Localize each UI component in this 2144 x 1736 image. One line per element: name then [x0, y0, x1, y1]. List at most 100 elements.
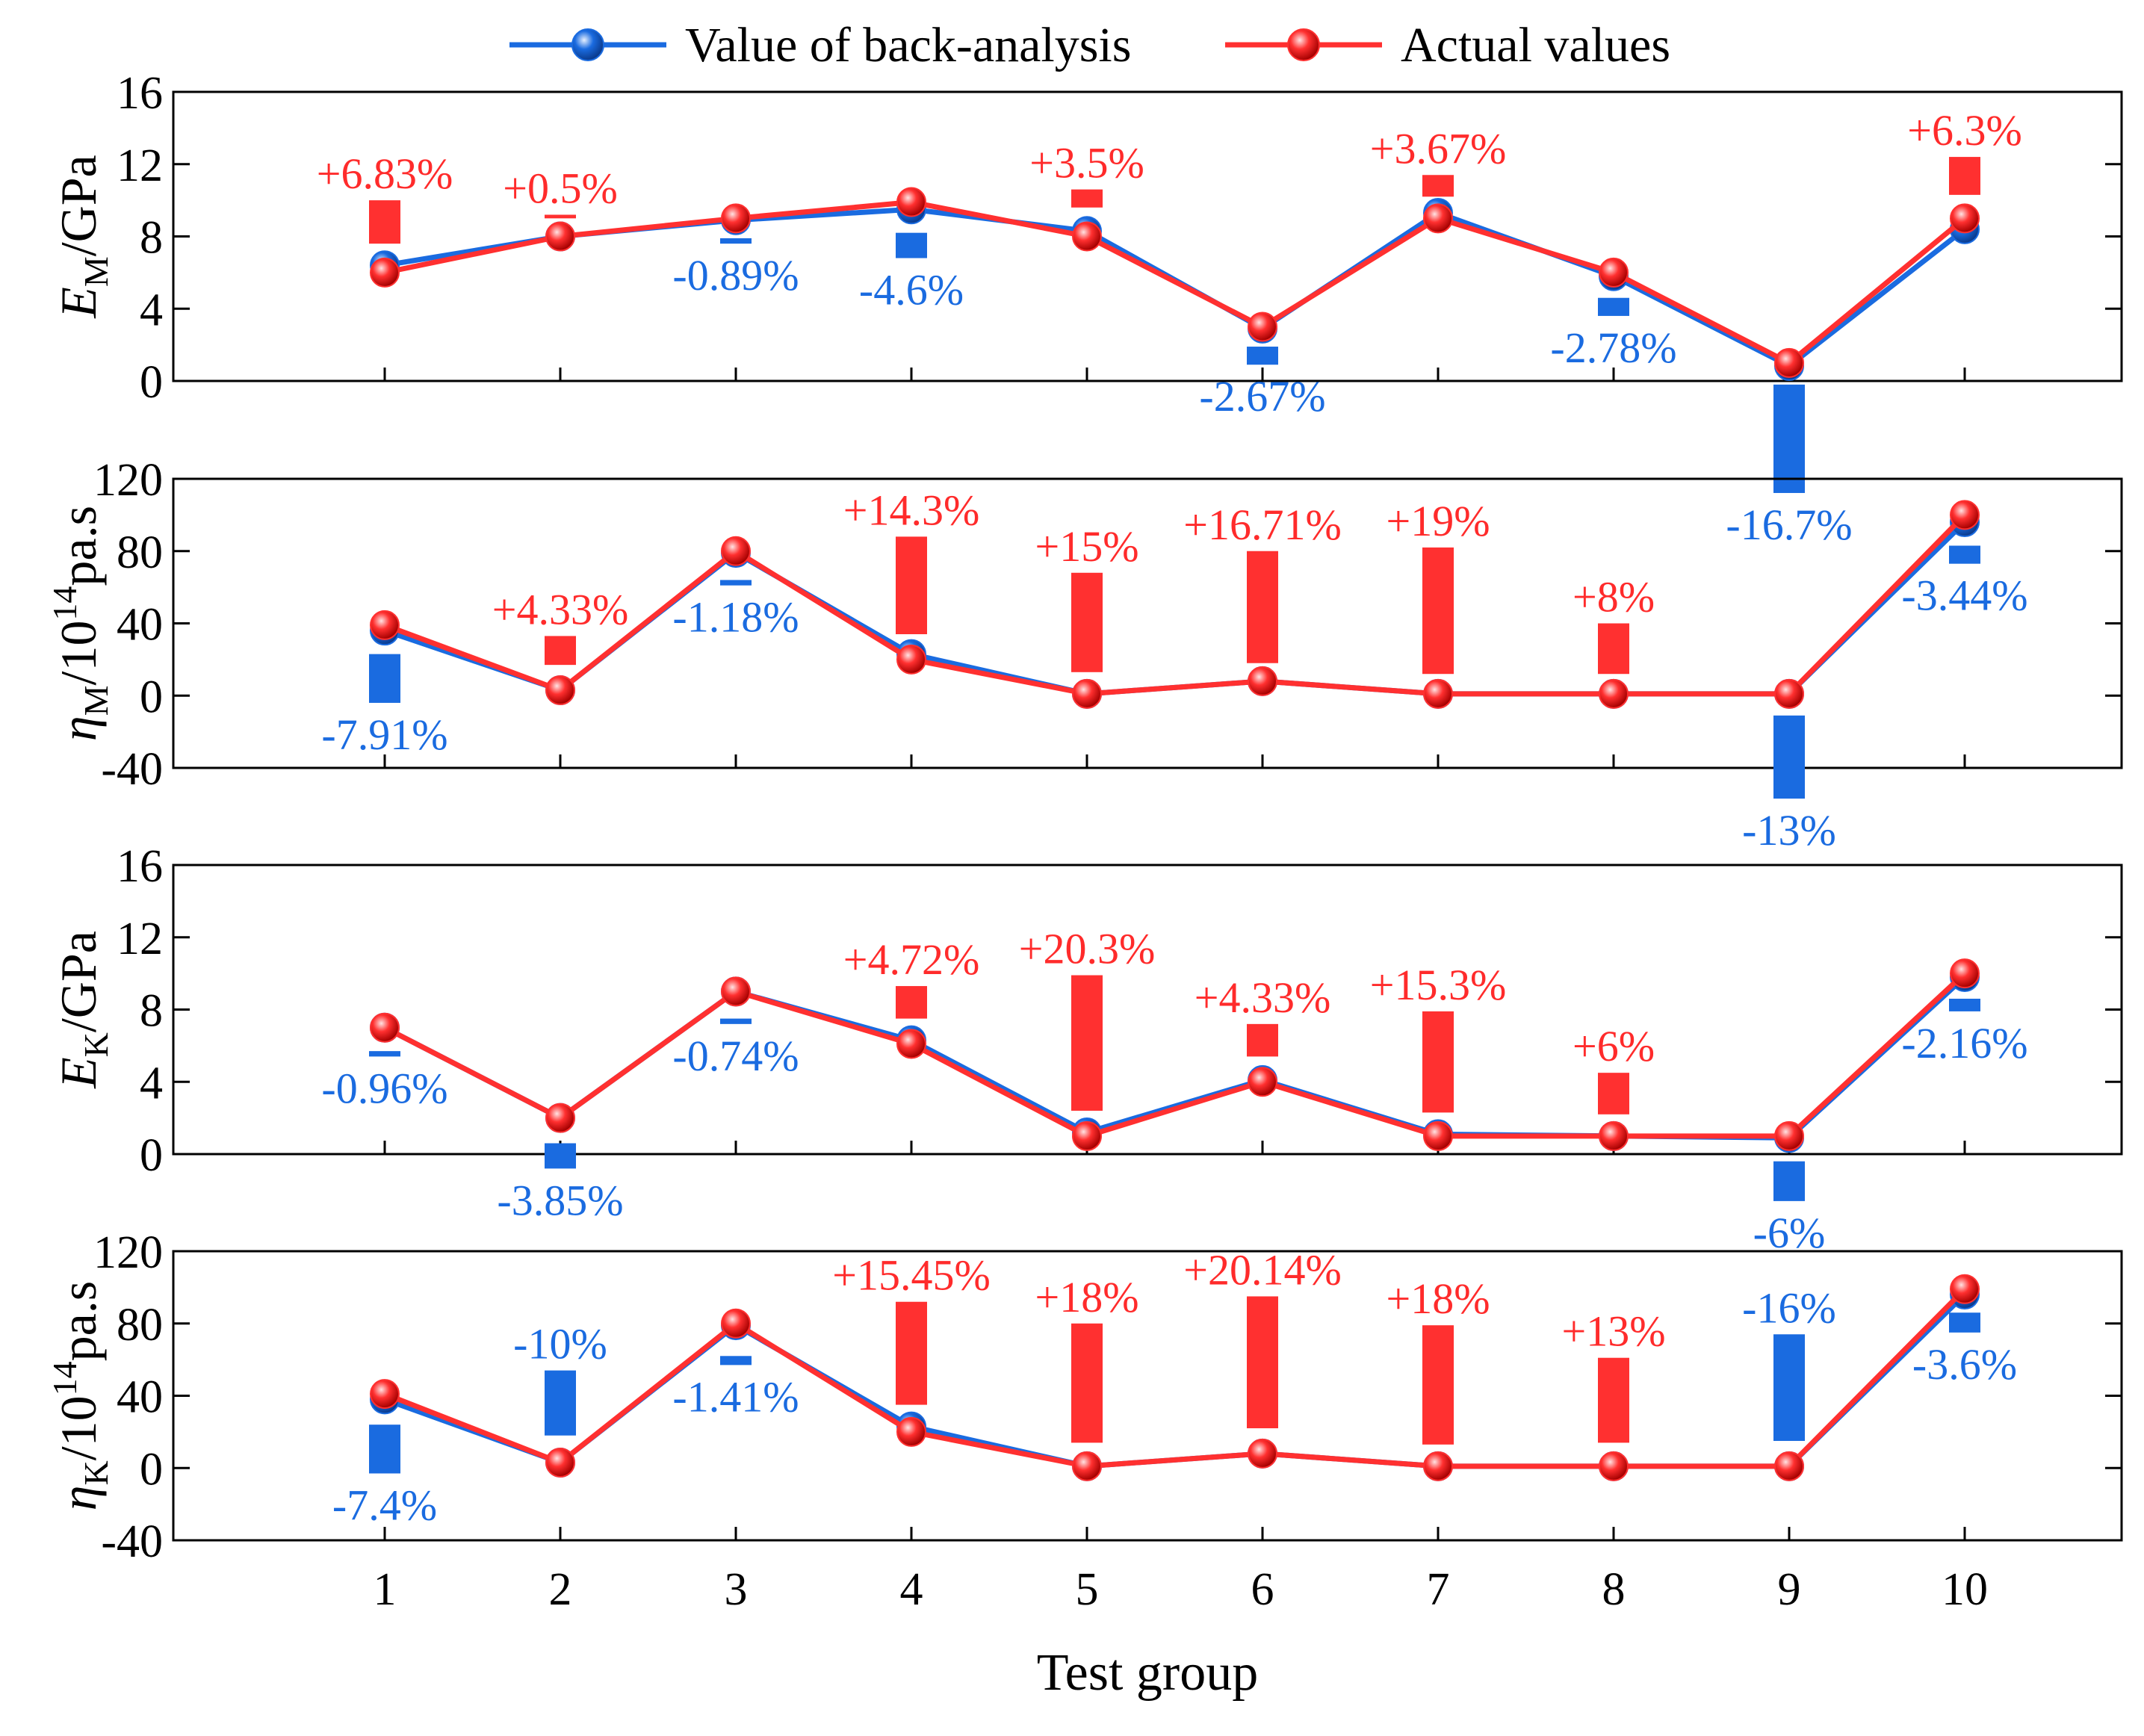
error-bar-em-6	[1247, 347, 1278, 365]
error-label-etak-8: +13%	[1561, 1307, 1665, 1356]
y-label-tail: pa.s	[50, 1281, 107, 1362]
y-label-tail: pa.s	[50, 506, 107, 586]
error-label-etak-2: -10%	[513, 1320, 607, 1368]
error-bar-ek-3	[720, 1018, 752, 1024]
y-tick-label-em: 4	[140, 285, 163, 335]
error-bar-em-1	[369, 200, 400, 244]
error-label-ek-6: +4.33%	[1195, 973, 1331, 1022]
y-tick-label-em: 8	[140, 213, 163, 264]
y-tick-label-etak: 80	[117, 1300, 163, 1351]
point-actual-etak-5	[1072, 1451, 1102, 1481]
error-label-etak-1: -7.4%	[332, 1481, 437, 1530]
x-axis-title: Test group	[1037, 1644, 1258, 1702]
series-line-actual-etak	[383, 1287, 1967, 1469]
point-actual-em-7	[1423, 203, 1453, 234]
legend: Value of back-analysis Actual values	[509, 18, 1670, 72]
error-label-em-7: +3.67%	[1370, 124, 1507, 173]
point-actual-em-4	[896, 187, 926, 217]
error-label-etam-4: +14.3%	[843, 486, 980, 534]
error-bar-etak-7	[1422, 1325, 1454, 1445]
error-label-etam-2: +4.33%	[492, 585, 629, 633]
error-bar-etam-4	[896, 536, 927, 635]
error-bar-ek-6	[1247, 1023, 1278, 1057]
y-tick-label-ek: 16	[117, 841, 163, 892]
y-tick-label-em: 16	[117, 68, 163, 119]
point-actual-em-9	[1774, 347, 1804, 378]
y-label-subscript: M	[77, 685, 115, 716]
error-label-etam-3: -1.18%	[672, 593, 799, 642]
point-actual-etam-3	[721, 536, 751, 566]
y-axis-label-etak: ηK/1014pa.s	[46, 1281, 115, 1511]
point-actual-etam-10	[1950, 500, 1980, 530]
legend-marker-actual	[1287, 28, 1320, 61]
y-label-superscript: 14	[46, 586, 84, 621]
x-tick-label: 8	[1602, 1564, 1626, 1615]
error-label-etak-6: +20.14%	[1183, 1245, 1342, 1294]
error-bar-etam-10	[1949, 545, 1980, 564]
error-label-ek-2: -3.85%	[497, 1176, 623, 1224]
y-label-unit: /GPa	[50, 931, 107, 1032]
error-label-etak-5: +18%	[1035, 1273, 1138, 1321]
y-label-symbol: η	[50, 1486, 107, 1511]
x-tick-label: 9	[1778, 1564, 1801, 1615]
error-bar-etak-3	[720, 1356, 752, 1365]
error-label-etak-7: +18%	[1386, 1274, 1490, 1323]
point-actual-etak-2	[545, 1447, 575, 1478]
point-actual-ek-8	[1599, 1120, 1629, 1151]
x-tick-label: 1	[374, 1564, 397, 1615]
error-label-etak-9: -16%	[1742, 1283, 1836, 1332]
point-actual-ek-6	[1248, 1067, 1277, 1097]
error-bar-etak-2	[545, 1370, 576, 1436]
error-bar-ek-7	[1422, 1011, 1454, 1113]
point-actual-etam-4	[896, 644, 926, 675]
point-actual-etam-1	[370, 610, 400, 640]
error-label-ek-3: -0.74%	[672, 1032, 799, 1080]
point-actual-em-1	[370, 257, 400, 288]
x-tick-label: 3	[725, 1564, 748, 1615]
point-actual-ek-1	[370, 1012, 400, 1043]
error-bar-etak-10	[1949, 1312, 1980, 1333]
error-bar-etam-8	[1598, 623, 1629, 675]
x-tick-label: 6	[1251, 1564, 1274, 1615]
point-actual-etak-8	[1599, 1451, 1629, 1481]
series-line-back-analysis-ek	[383, 975, 1967, 1141]
error-label-em-1: +6.83%	[317, 149, 453, 198]
error-bar-em-4	[896, 232, 927, 258]
error-label-ek-1: -0.96%	[321, 1064, 447, 1112]
y-tick-label-etak: 40	[117, 1372, 163, 1423]
error-label-etam-8: +8%	[1573, 573, 1655, 621]
point-actual-etam-8	[1599, 678, 1629, 709]
y-label-subscript: K	[77, 1032, 115, 1057]
error-label-etak-10: -3.6%	[1912, 1340, 2017, 1389]
point-actual-etak-4	[896, 1416, 926, 1447]
series-line-back-analysis-etak	[383, 1292, 1967, 1469]
series-line-actual-em	[384, 199, 1967, 366]
error-bar-etam-9	[1773, 715, 1805, 799]
error-label-etam-1: -7.91%	[321, 710, 447, 759]
error-bar-em-3	[720, 238, 752, 244]
point-actual-etak-7	[1423, 1451, 1453, 1481]
point-actual-etam-2	[545, 675, 575, 705]
x-tick-label: 7	[1427, 1564, 1450, 1615]
panel-frame-ek	[172, 864, 2123, 1156]
panel-etak: -4004080120ηK/1014pa.s-7.4%-10%-1.41%+15…	[46, 1227, 2123, 1567]
point-actual-etam-6	[1248, 666, 1277, 696]
point-actual-em-8	[1599, 257, 1629, 288]
error-bar-ek-2	[545, 1143, 576, 1169]
point-actual-etak-1	[370, 1379, 400, 1410]
y-axis-label-em: EM/GPa	[50, 155, 115, 318]
error-bar-etak-1	[369, 1425, 400, 1474]
y-tick-label-etak: -40	[101, 1516, 163, 1567]
error-label-etam-7: +19%	[1386, 497, 1490, 545]
point-actual-em-3	[721, 203, 751, 234]
y-tick-label-ek: 4	[140, 1058, 163, 1109]
point-actual-ek-10	[1950, 958, 1980, 989]
error-bar-ek-9	[1773, 1161, 1805, 1201]
error-bar-etak-9	[1773, 1334, 1805, 1441]
error-bar-ek-10	[1949, 998, 1980, 1011]
point-actual-ek-2	[545, 1103, 575, 1133]
error-bar-em-2	[545, 214, 576, 219]
